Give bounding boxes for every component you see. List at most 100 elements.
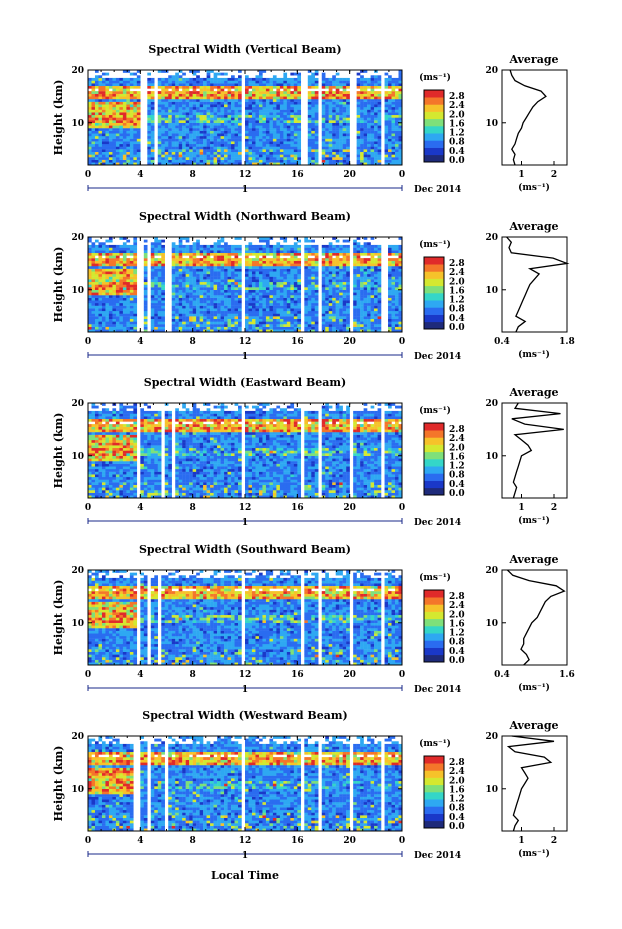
- heatmap-cell: [262, 122, 267, 126]
- heatmap-cell: [88, 308, 92, 312]
- heatmap-cell: [112, 273, 117, 277]
- heatmap-cell: [321, 247, 326, 251]
- heatmap-cell: [276, 260, 281, 264]
- heatmap-cell: [258, 143, 263, 147]
- heatmap-cell: [363, 159, 368, 163]
- heatmap-cell: [377, 122, 382, 126]
- heatmap-cell: [203, 281, 207, 285]
- heatmap-cell: [178, 289, 183, 293]
- heatmap-cell: [168, 157, 172, 160]
- heatmap-cell: [210, 96, 214, 100]
- heatmap-cell: [161, 91, 165, 94]
- heatmap-cell: [98, 138, 103, 142]
- heatmap-cell: [325, 91, 329, 94]
- heatmap-cell: [220, 329, 225, 333]
- heatmap-cell: [154, 284, 158, 288]
- heatmap-cell: [255, 271, 260, 275]
- heatmap-cell: [248, 244, 253, 248]
- heatmap-cell: [217, 289, 221, 293]
- heatmap-cell: [311, 99, 315, 102]
- heatmap-cell: [133, 109, 138, 113]
- heatmap-cell: [286, 247, 291, 251]
- heatmap-cell: [293, 141, 298, 145]
- heatmap-cell: [143, 326, 148, 330]
- heatmap-cell: [231, 109, 235, 113]
- heatmap-cell: [272, 91, 277, 94]
- heatmap-cell: [129, 268, 134, 272]
- heatmap-cell: [360, 130, 364, 134]
- heatmap-cell: [133, 128, 138, 131]
- heatmap-cell: [224, 112, 228, 116]
- heatmap-cell: [279, 149, 284, 153]
- heatmap-cell: [227, 120, 232, 123]
- heatmap-cell: [332, 292, 336, 296]
- heatmap-cell: [363, 99, 368, 102]
- heatmap-cell: [328, 99, 333, 102]
- heatmap-cell: [112, 287, 117, 290]
- heatmap-cell: [108, 125, 113, 129]
- heatmap-cell: [203, 80, 207, 84]
- heatmap-cell: [398, 141, 403, 145]
- heatmap-cell: [391, 138, 396, 142]
- heatmap-cell: [328, 130, 333, 134]
- heatmap-cell: [307, 75, 312, 79]
- heatmap-cell: [175, 321, 179, 325]
- heatmap-cell: [178, 135, 183, 139]
- heatmap-cell: [234, 318, 239, 322]
- heatmap-cell: [384, 109, 389, 113]
- heatmap-cell: [122, 252, 127, 256]
- heatmap-cell: [279, 281, 284, 285]
- heatmap-cell: [335, 83, 340, 87]
- heatmap-cell: [279, 77, 284, 81]
- heatmap-cell: [238, 112, 242, 116]
- heatmap-cell: [231, 162, 235, 166]
- heatmap-cell: [171, 143, 176, 147]
- heatmap-cell: [217, 273, 221, 277]
- heatmap-cell: [314, 162, 319, 166]
- heatmap-cell: [245, 154, 249, 158]
- heatmap-cell: [101, 292, 106, 296]
- heatmap-cell: [325, 308, 329, 312]
- heatmap-cell: [199, 273, 204, 277]
- heatmap-cell: [161, 239, 165, 243]
- heatmap-cell: [199, 117, 204, 121]
- heatmap-cell: [175, 308, 179, 312]
- heatmap-cell: [196, 244, 200, 248]
- heatmap-cell: [245, 281, 249, 285]
- heatmap-cell: [192, 276, 197, 280]
- heatmap-cell: [283, 268, 288, 272]
- heatmap-cell: [224, 96, 228, 100]
- heatmap-cell: [119, 244, 124, 248]
- heatmap-cell: [206, 252, 211, 256]
- heatmap-cell: [328, 146, 333, 150]
- heatmap-cell: [328, 244, 333, 248]
- heatmap-cell: [101, 263, 106, 267]
- heatmap-cell: [255, 281, 260, 285]
- heatmap-cell: [199, 271, 204, 275]
- heatmap-cell: [168, 125, 172, 129]
- heatmap-cell: [171, 255, 176, 259]
- heatmap-cell: [272, 266, 277, 269]
- heatmap-cell: [94, 284, 99, 288]
- heatmap-cell: [290, 326, 295, 330]
- heatmap-cell: [175, 143, 179, 147]
- heatmap-cell: [311, 318, 315, 322]
- heatmap-cell: [220, 114, 225, 118]
- heatmap-cell: [346, 157, 350, 160]
- heatmap-cell: [321, 279, 326, 283]
- heatmap-cell: [227, 284, 232, 288]
- heatmap-cell: [119, 106, 124, 110]
- heatmap-cell: [255, 149, 260, 153]
- heatmap-cell: [115, 305, 120, 309]
- heatmap-cell: [255, 114, 260, 118]
- heatmap-cell: [91, 273, 96, 277]
- heatmap-cell: [269, 281, 274, 285]
- heatmap-cell: [297, 138, 302, 142]
- heatmap-cell: [210, 85, 214, 89]
- heatmap-cell: [199, 266, 204, 269]
- heatmap-cell: [88, 297, 92, 301]
- heatmap-cell: [374, 120, 378, 123]
- heatmap-cell: [384, 130, 389, 134]
- heatmap-cell: [328, 266, 333, 269]
- heatmap-cell: [171, 295, 176, 298]
